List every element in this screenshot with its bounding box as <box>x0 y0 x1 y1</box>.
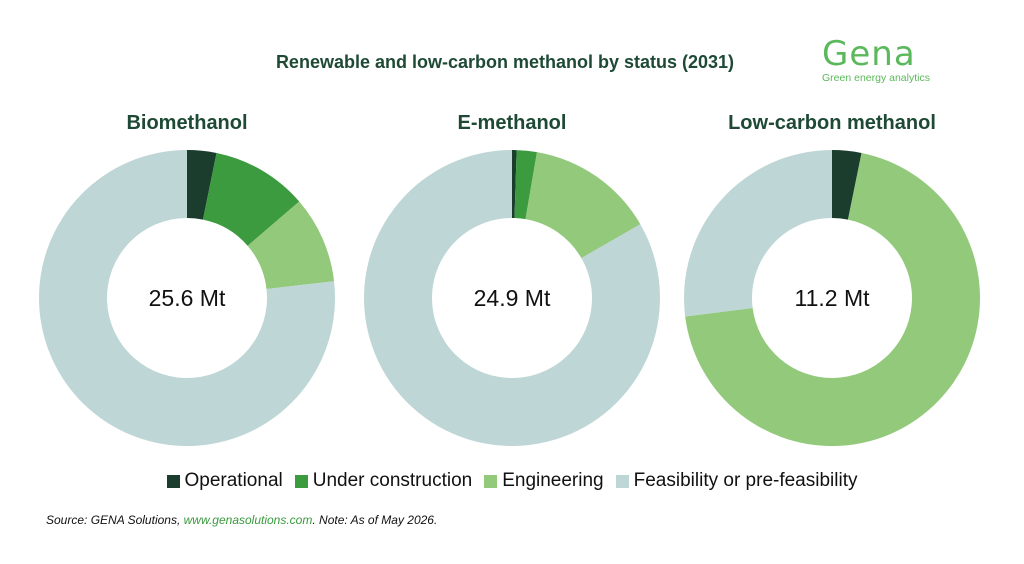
chart-title-low-carbon-methanol: Low-carbon methanol <box>728 112 936 134</box>
donut-slice-feasibility-or-pre-feasibility <box>39 150 335 446</box>
chart-legend: Operational Under construction Engineeri… <box>0 470 1024 492</box>
donut-slice-operational <box>832 150 862 220</box>
gena-logo: Gena Green energy analytics <box>822 36 952 84</box>
legend-swatch-operational <box>166 474 180 488</box>
legend-item-engineering: Engineering <box>484 470 604 492</box>
donut-slice-engineering <box>247 201 335 289</box>
donut-center-label: 11.2 Mt <box>795 285 871 311</box>
donut-center-label: 24.9 Mt <box>474 285 551 311</box>
legend-label-under-construction: Under construction <box>312 470 473 491</box>
donut-chart-e-methanol: E-methanol 24.9 Mt <box>347 108 677 458</box>
donut-chart-biomethanol: Biomethanol 25.6 Mt <box>22 108 352 458</box>
donut-svg-biomethanol: 25.6 Mt <box>39 150 335 446</box>
donut-slice-feasibility-or-pre-feasibility <box>684 150 832 317</box>
chart-title-e-methanol: E-methanol <box>457 112 567 134</box>
legend-swatch-engineering <box>484 474 498 488</box>
logo-wordmark: Gena <box>822 34 916 74</box>
legend-label-feasibility: Feasibility or pre-feasibility <box>633 470 858 491</box>
chart-main-title: Renewable and low-carbon methanol by sta… <box>275 52 735 72</box>
donut-slice-operational <box>512 150 517 219</box>
donut-slice-engineering <box>685 152 980 446</box>
source-note: Source: GENA Solutions, www.genasolution… <box>46 513 437 527</box>
donut-chart-low-carbon-methanol: Low-carbon methanol 11.2 Mt <box>667 108 997 458</box>
source-prefix: Source: GENA Solutions, <box>46 513 184 527</box>
legend-label-engineering: Engineering <box>502 470 604 491</box>
donut-slice-operational <box>187 150 217 220</box>
logo-tagline: Green energy analytics <box>822 72 930 84</box>
legend-label-operational: Operational <box>184 470 283 491</box>
source-suffix: . Note: As of May 2026. <box>312 513 438 527</box>
legend-item-under-construction: Under construction <box>294 470 473 492</box>
donut-slice-under-construction <box>202 152 300 246</box>
donut-center-label: 25.6 Mt <box>149 285 226 311</box>
legend-swatch-under-construction <box>294 474 308 488</box>
legend-swatch-feasibility <box>615 474 629 488</box>
donut-svg-e-methanol: 24.9 Mt <box>364 150 660 446</box>
donut-slice-under-construction <box>514 150 537 220</box>
source-link[interactable]: www.genasolutions.com <box>183 513 313 527</box>
legend-item-feasibility: Feasibility or pre-feasibility <box>615 470 858 492</box>
donut-svg-low-carbon-methanol: 11.2 Mt <box>684 150 980 446</box>
chart-title-biomethanol: Biomethanol <box>126 112 248 134</box>
donut-slice-feasibility-or-pre-feasibility <box>364 150 660 446</box>
legend-item-operational: Operational <box>166 470 283 492</box>
donut-slice-engineering <box>525 152 641 259</box>
